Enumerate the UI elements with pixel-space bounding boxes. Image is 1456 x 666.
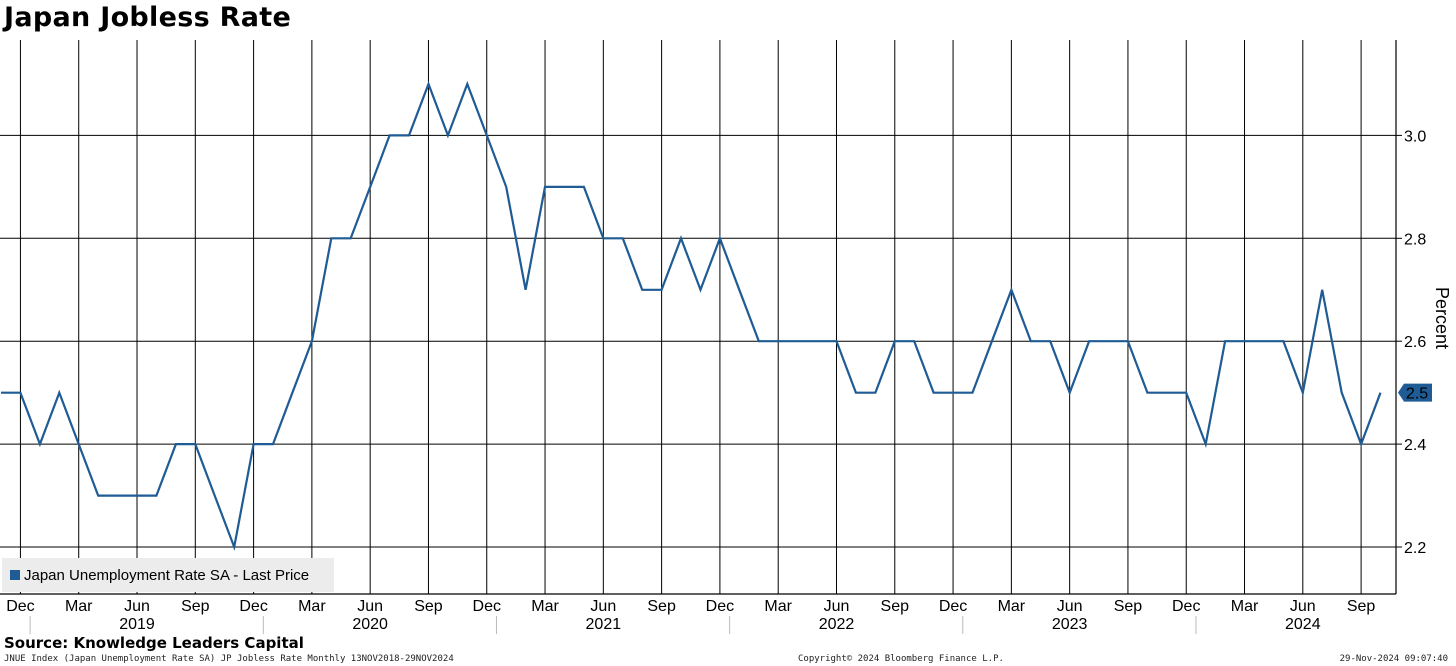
x-tick-label: Mar [531, 598, 559, 615]
x-tick-label: Sep [881, 598, 910, 615]
horizontal-gridlines [0, 134, 1396, 548]
x-tick-label: Dec [239, 598, 267, 615]
last-value-badge [1398, 383, 1432, 402]
last-value-label: 2.5 [1406, 386, 1428, 403]
x-tick-label: Jun [1057, 598, 1083, 615]
series-line [1, 80, 1382, 552]
x-tick-label: Dec [939, 598, 967, 615]
x-tick-label: Sep [181, 598, 210, 615]
x-tick-label: Dec [473, 598, 501, 615]
x-year-label: 2021 [586, 616, 622, 633]
legend-label: Japan Unemployment Rate SA - Last Price [24, 566, 310, 584]
x-year-label: 2020 [352, 616, 388, 633]
y-tick-label: 3.0 [1404, 128, 1426, 145]
y-axis-label: Percent [1432, 287, 1452, 349]
footer-copyright: Copyright© 2024 Bloomberg Finance L.P. [798, 654, 1004, 664]
plot-frame [0, 40, 1397, 595]
legend: Japan Unemployment Rate SA - Last Price [2, 558, 334, 592]
x-tick-label: Sep [1114, 598, 1143, 615]
x-year-label: 2022 [819, 616, 855, 633]
x-tick-label: Mar [1231, 598, 1259, 615]
x-tick-label: Dec [6, 598, 34, 615]
x-tick-label: Mar [998, 598, 1026, 615]
chart-title: Japan Jobless Rate [4, 2, 292, 33]
x-tick-label: Jun [357, 598, 383, 615]
y-tick-label: 2.2 [1404, 540, 1426, 557]
last-value-badge-group: 2.5 [1398, 383, 1432, 403]
x-tick-label: Mar [298, 598, 326, 615]
x-tick-label: Mar [65, 598, 93, 615]
footer-ticker: JNUE Index (Japan Unemployment Rate SA) … [4, 654, 454, 664]
x-tick-label: Sep [647, 598, 676, 615]
y-tick-label: 2.4 [1404, 437, 1426, 454]
source-note: Source: Knowledge Leaders Capital [4, 634, 304, 652]
y-tick-label: 2.6 [1404, 334, 1426, 351]
y-tick-label: 2.8 [1404, 231, 1426, 248]
y-axis-ticks: 2.2 2.4 2.6 2.8 3.0 [1396, 128, 1426, 557]
x-tick-label: Sep [414, 598, 443, 615]
x-tick-label: Dec [706, 598, 734, 615]
x-tick-label: Sep [1347, 598, 1376, 615]
x-tick-label: Mar [764, 598, 792, 615]
x-year-label: 2023 [1052, 616, 1088, 633]
x-tick-label: Jun [124, 598, 150, 615]
x-tick-label: Dec [1172, 598, 1200, 615]
x-tick-label: Jun [590, 598, 616, 615]
x-axis-ticks: Dec Mar Jun Sep Dec Mar Jun Sep Dec Mar Jun Sep Dec M… [6, 598, 1375, 615]
x-axis-years: 2019 2020 2021 2022 2023 2024 [29, 616, 1321, 634]
series-layer [1, 80, 1382, 552]
x-year-label: 2024 [1285, 616, 1321, 633]
footer-timestamp: 29-Nov-2024 09:07:40 [1339, 654, 1448, 664]
x-tick-label: Jun [1290, 598, 1316, 615]
x-tick-label: Jun [824, 598, 850, 615]
x-year-label: 2019 [119, 616, 155, 633]
legend-swatch [10, 570, 20, 580]
